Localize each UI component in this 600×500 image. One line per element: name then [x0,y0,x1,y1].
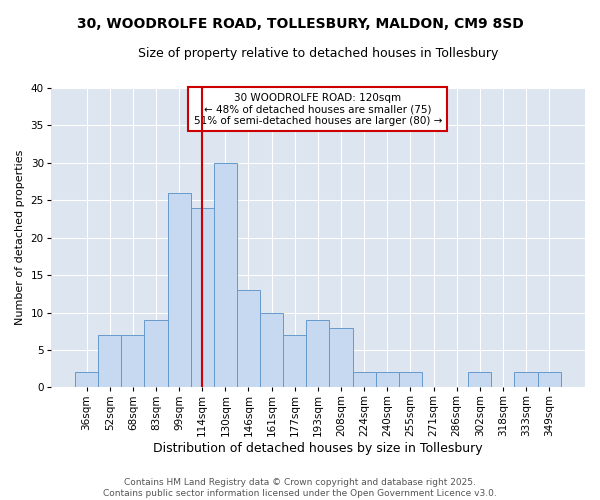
Bar [468,372,491,388]
Bar [98,335,121,388]
Bar [329,328,353,388]
Bar [353,372,376,388]
Bar [121,335,145,388]
Text: Contains HM Land Registry data © Crown copyright and database right 2025.
Contai: Contains HM Land Registry data © Crown c… [103,478,497,498]
Bar [538,372,561,388]
Bar [237,290,260,388]
Bar [399,372,422,388]
X-axis label: Distribution of detached houses by size in Tollesbury: Distribution of detached houses by size … [153,442,482,455]
Bar [260,312,283,388]
Bar [514,372,538,388]
Bar [214,163,237,388]
Bar [376,372,399,388]
Bar [75,372,98,388]
Text: 30 WOODROLFE ROAD: 120sqm
← 48% of detached houses are smaller (75)
51% of semi-: 30 WOODROLFE ROAD: 120sqm ← 48% of detac… [194,92,442,126]
Bar [307,320,329,388]
Bar [145,320,167,388]
Bar [283,335,307,388]
Title: Size of property relative to detached houses in Tollesbury: Size of property relative to detached ho… [137,48,498,60]
Bar [167,193,191,388]
Y-axis label: Number of detached properties: Number of detached properties [15,150,25,326]
Bar [191,208,214,388]
Text: 30, WOODROLFE ROAD, TOLLESBURY, MALDON, CM9 8SD: 30, WOODROLFE ROAD, TOLLESBURY, MALDON, … [77,18,523,32]
